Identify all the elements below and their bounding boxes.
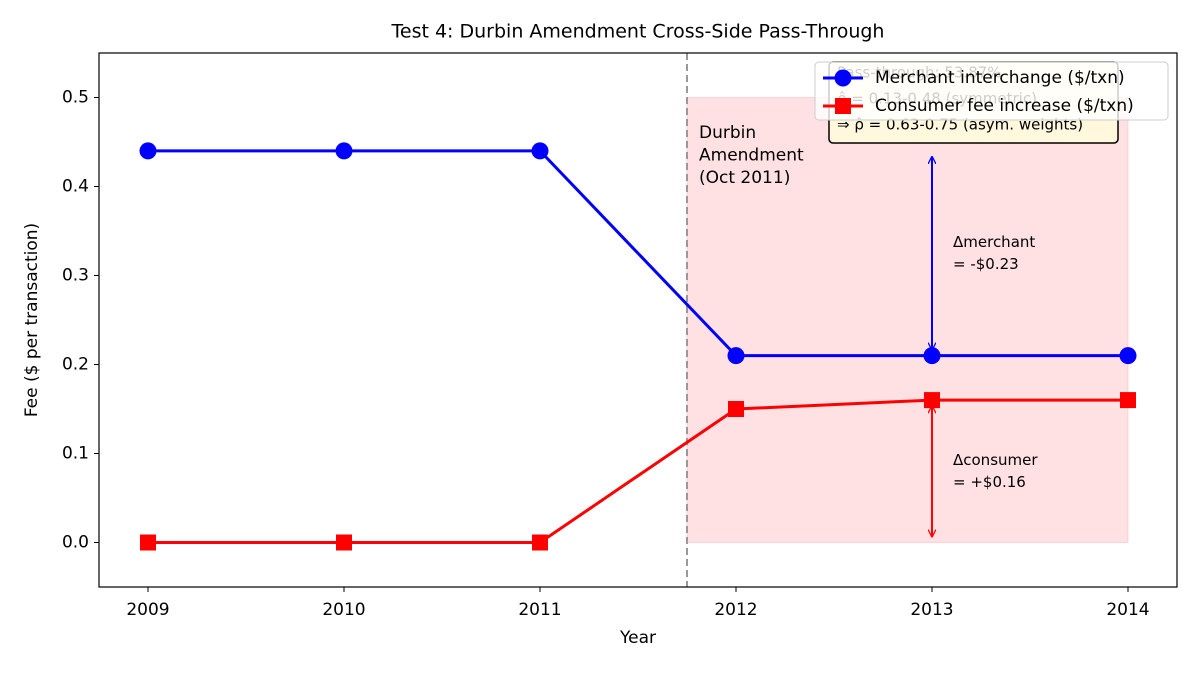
delta-note: = +$0.16 [953,473,1026,491]
point [923,347,941,365]
series-line [148,398,1128,544]
legend-box [814,61,1169,121]
legend-label: Consumer fee increase ($/txn) [875,96,1134,116]
plot-frame [98,52,1178,588]
chart-title: Test 4: Durbin Amendment Cross-Side Pass… [391,21,885,43]
x-tick-label: 2009 [126,600,169,620]
point [532,534,548,551]
y-tick-label: 0.5 [62,88,89,108]
event-label: Amendment [699,146,804,166]
series-line [148,149,1128,358]
point [139,142,157,160]
x-axis-label: Year [619,628,656,648]
point [335,142,353,160]
x-tick-label: 2013 [910,600,953,620]
x-tick-label: 2010 [322,600,365,620]
point [728,401,744,417]
shaded-region [686,97,1129,543]
legend: Merchant interchange ($/txn) Consumer fee… [814,61,1169,121]
y-tick-label: 0.3 [62,266,89,286]
legend-marker [835,98,851,114]
delta-note: Δconsumer [953,451,1038,469]
x-tick-label: 2012 [714,600,757,620]
point [924,392,940,409]
point [336,534,352,551]
point [727,347,745,365]
point [1119,347,1137,365]
y-tick-label: 0.4 [62,177,89,197]
y-axis-label: Fee ($ per transaction) [22,223,42,417]
point [531,142,549,160]
legend-label: Merchant interchange ($/txn) [875,68,1125,88]
y-tick-label: 0.1 [62,444,89,464]
delta-note: Δmerchant [953,233,1035,251]
event-label: Durbin [699,123,756,143]
legend-marker [834,69,852,87]
event-label: (Oct 2011) [699,168,790,188]
point [1120,392,1136,409]
y-tick-label: 0.0 [62,533,89,553]
x-tick-label: 2014 [1106,600,1149,620]
y-tick-label: 0.2 [62,355,89,375]
point [140,534,156,551]
delta-note: = -$0.23 [953,255,1019,273]
x-tick-label: 2011 [518,600,561,620]
